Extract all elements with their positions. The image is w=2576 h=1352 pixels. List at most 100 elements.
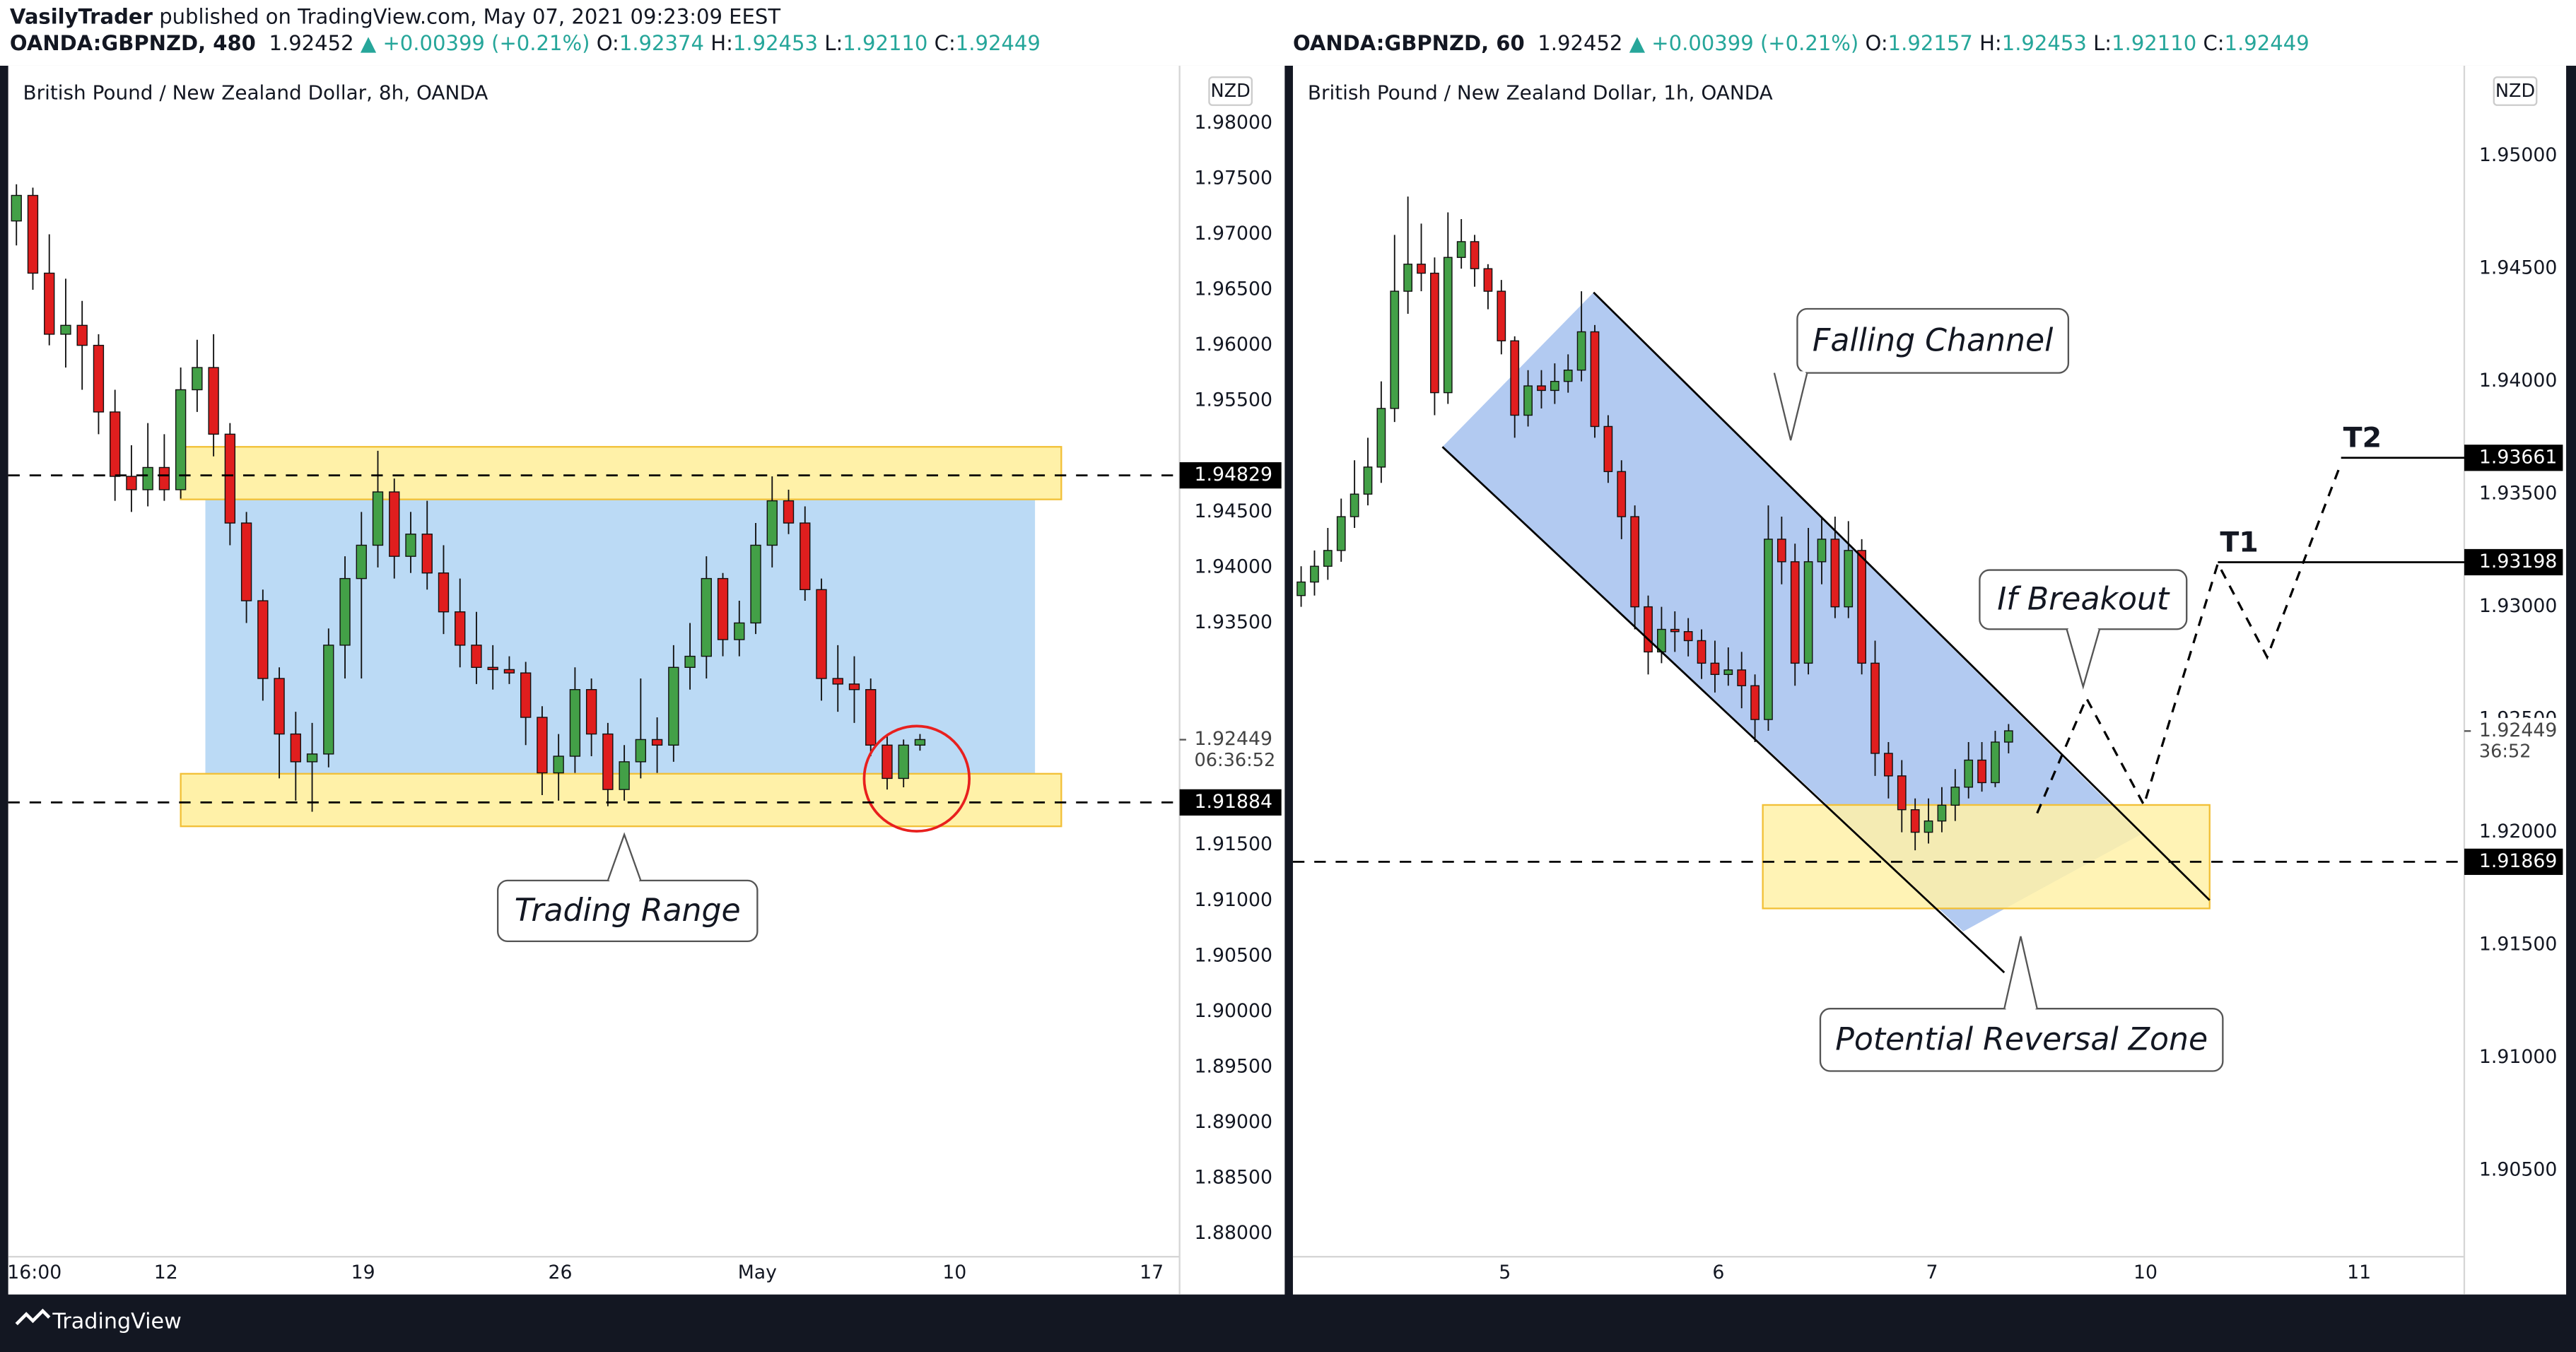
- ohlc-key: O:: [1866, 31, 1888, 55]
- candle-body: [1803, 561, 1813, 664]
- candle-body: [1750, 685, 1760, 720]
- symbol: OANDA:GBPNZD, 60: [1293, 31, 1525, 55]
- ohlc-value: 1.92110: [2112, 31, 2196, 55]
- candle-body: [865, 689, 877, 746]
- target-label: T2: [2343, 422, 2382, 454]
- channel-upper: [1593, 291, 2211, 901]
- candle-body: [1497, 290, 1506, 341]
- x-tick-label: 12: [154, 1262, 178, 1283]
- candle-body: [1390, 290, 1400, 409]
- channel-lower: [1441, 446, 2006, 974]
- candle-body: [487, 666, 498, 671]
- quote-line: OANDA:GBPNZD, 480 1.92452 ▲ +0.00399 (+0.2…: [10, 31, 1041, 55]
- y-tick-label: 1.91500: [1195, 833, 1272, 855]
- candle-body: [701, 577, 712, 657]
- target-label: T1: [2220, 526, 2258, 558]
- y-tick-label: 1.94500: [1195, 500, 1272, 522]
- level-label-box: [2464, 848, 2563, 875]
- level-label-box: [2464, 548, 2563, 576]
- candle-body: [240, 522, 252, 601]
- candle-body: [1323, 550, 1333, 567]
- y-tick-label: 1.94000: [1195, 556, 1272, 577]
- last-price-bg: [1181, 726, 1282, 766]
- level-label: 1.93661: [2479, 446, 2557, 468]
- candle-body: [1776, 539, 1786, 563]
- y-tick-label: 1.96500: [1195, 278, 1272, 300]
- candle-body: [175, 389, 187, 490]
- y-tick-label: 1.90500: [1195, 944, 1272, 966]
- candle-body: [405, 534, 416, 557]
- candle-body: [1523, 385, 1533, 416]
- currency-box: [2493, 76, 2538, 106]
- candle-body: [1456, 241, 1466, 258]
- candle-body: [1350, 493, 1359, 517]
- level-label: 1.93198: [2479, 551, 2557, 572]
- candle-body: [224, 433, 236, 524]
- candle-body: [1897, 775, 1907, 811]
- level-label-box: [1179, 789, 1282, 816]
- publish-line: VasilyTrader published on TradingView.com…: [10, 5, 780, 29]
- ohlc-key: C:: [2203, 31, 2225, 55]
- candle-body: [158, 466, 170, 490]
- candle-body: [1417, 264, 1426, 274]
- callout-pointer: [2066, 628, 2101, 690]
- candle-body: [537, 717, 548, 774]
- x-tick-label: 6: [1712, 1262, 1724, 1283]
- y-tick-label: 1.94000: [2479, 370, 2557, 392]
- candle-body: [110, 411, 121, 477]
- candle-body: [93, 344, 105, 413]
- ohlc-value: 1.92374: [619, 31, 704, 55]
- candle-body: [503, 669, 515, 674]
- quote-price: 1.92452: [1538, 31, 1622, 55]
- candle-body: [372, 491, 384, 546]
- candle-body: [306, 753, 318, 763]
- level-label-box: [1179, 462, 1282, 489]
- y-tick-label: 1.98000: [1195, 112, 1272, 134]
- ohlc-value: 1.92449: [2225, 31, 2309, 55]
- candle-body: [1884, 753, 1893, 777]
- x-tick-label: 5: [1499, 1262, 1511, 1283]
- candle-body: [569, 689, 581, 757]
- candle-body: [1470, 241, 1480, 269]
- currency: NZD: [1211, 81, 1251, 102]
- x-tick-label: 10: [2133, 1262, 2158, 1283]
- last-price-label: 1.92449: [2479, 719, 2557, 741]
- candle-body: [734, 622, 745, 640]
- candle-body: [356, 544, 367, 580]
- candle-body: [126, 476, 137, 490]
- y-tick-label: 1.90000: [1195, 1000, 1272, 1022]
- ohlc-value: 1.92110: [843, 31, 927, 55]
- candle-body: [750, 544, 761, 624]
- x-tick-label: 7: [1926, 1262, 1938, 1283]
- callout-box: [1796, 307, 2070, 374]
- candle-body: [1870, 662, 1880, 754]
- y-tick-label: 1.91000: [2479, 1046, 2557, 1068]
- callout-pointer: [607, 832, 642, 881]
- candle-body: [1737, 669, 1747, 686]
- callout-pointer: [1773, 372, 1808, 441]
- candle-body: [290, 733, 301, 763]
- candle-body: [1683, 631, 1693, 642]
- last-price-bg: [2466, 717, 2563, 758]
- candle-body: [783, 500, 795, 524]
- candle-body: [1764, 539, 1773, 720]
- candle-body: [1817, 539, 1827, 563]
- callout-pointer: [2003, 936, 2038, 1009]
- y-tick-label: 1.95000: [2479, 144, 2557, 166]
- ohlc-value: 1.92453: [733, 31, 818, 55]
- x-tick-label: 10: [942, 1262, 966, 1283]
- countdown: 06:36:52: [1195, 750, 1276, 771]
- candle-body: [1723, 669, 1733, 676]
- brand-name[interactable]: TradingView: [52, 1310, 181, 1334]
- author[interactable]: VasilyTrader: [10, 5, 153, 29]
- drawings-over: Trading Range T1 T2 Falling Channel If Break…: [8, 291, 2464, 1072]
- chart-marks: [11, 184, 2013, 851]
- candle-body: [1670, 628, 1680, 633]
- candle-body: [1336, 516, 1346, 551]
- candle-body: [257, 600, 269, 679]
- candle-body: [27, 194, 39, 274]
- candle-body: [1950, 787, 1960, 806]
- y-tick-label: 1.96000: [1195, 334, 1272, 355]
- candle-body: [60, 324, 71, 335]
- x-tick-label: May: [738, 1262, 777, 1283]
